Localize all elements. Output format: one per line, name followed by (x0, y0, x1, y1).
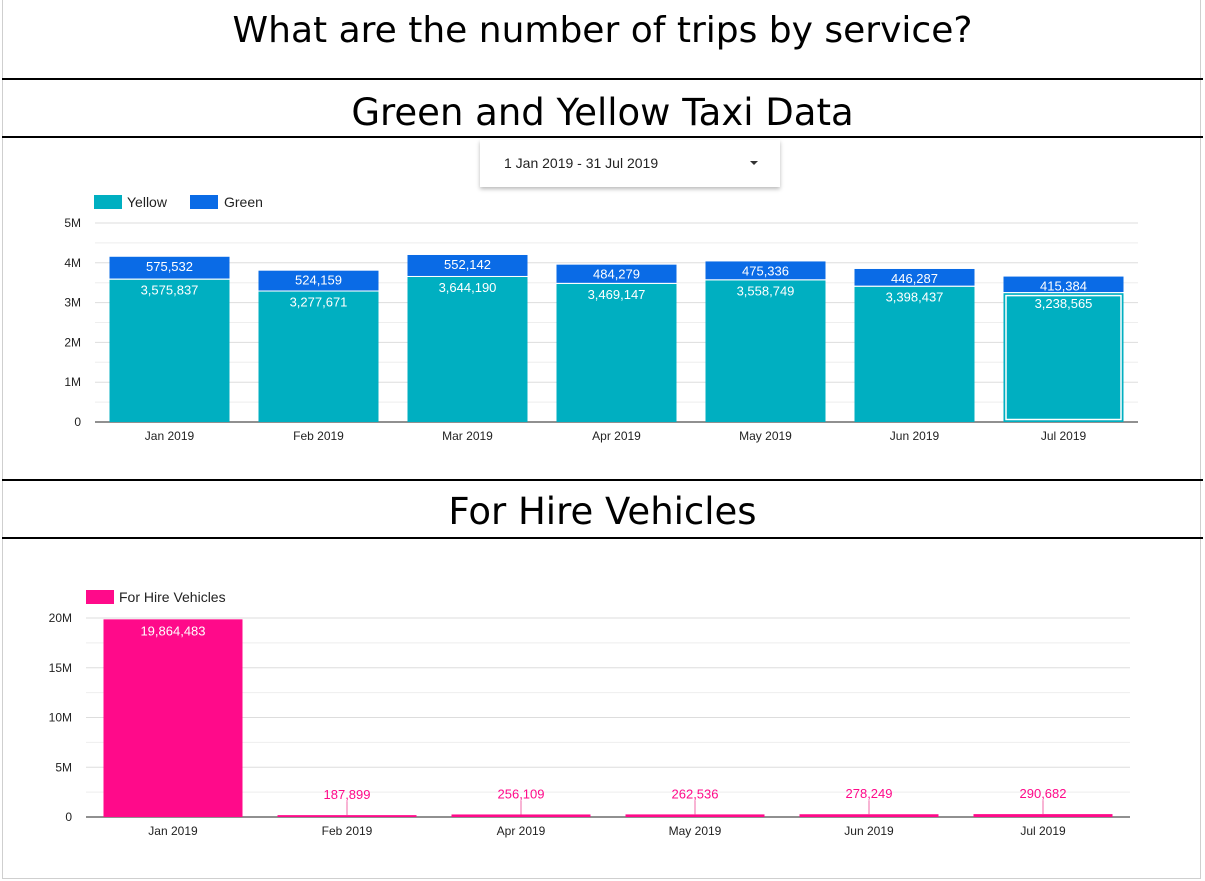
y-tick-label: 0 (74, 415, 81, 429)
y-tick-label: 0 (65, 810, 72, 824)
divider (2, 479, 1203, 481)
data-label-green: 484,279 (593, 267, 640, 282)
legend-swatch-yellow (94, 195, 122, 209)
x-tick-label: Jun 2019 (890, 429, 940, 443)
bar-highlight-outline (1005, 294, 1122, 421)
data-label-yellow: 3,238,565 (1035, 296, 1093, 311)
y-tick-label: 15M (49, 661, 72, 675)
divider (2, 136, 1203, 138)
date-range-picker[interactable]: 1 Jan 2019 - 31 Jul 2019 (480, 140, 780, 187)
x-tick-label: Feb 2019 (322, 824, 373, 838)
data-label-yellow: 3,558,749 (737, 283, 795, 298)
data-label-yellow: 3,398,437 (886, 290, 944, 305)
data-label-fhv: 262,536 (672, 786, 719, 801)
x-tick-label: May 2019 (669, 824, 722, 838)
x-tick-label: Jan 2019 (148, 824, 198, 838)
y-tick-label: 10M (49, 711, 72, 725)
data-label-green: 415,384 (1040, 279, 1087, 294)
divider (2, 537, 1203, 539)
section-title-taxi: Green and Yellow Taxi Data (351, 91, 854, 134)
x-tick-label: Apr 2019 (592, 429, 641, 443)
bar-green-mar-2019 (407, 254, 528, 276)
bar-yellow-apr-2019 (556, 283, 677, 422)
section-title-fhv: For Hire Vehicles (448, 490, 757, 533)
x-tick-label: May 2019 (739, 429, 792, 443)
legend-label-fhv: For Hire Vehicles (119, 589, 226, 605)
bar-fhv-apr-2019 (451, 814, 591, 817)
legend-swatch-fhv (86, 590, 114, 604)
legend-swatch-green (190, 195, 218, 209)
data-label-fhv: 19,864,483 (140, 623, 205, 638)
data-label-fhv: 187,899 (324, 787, 371, 802)
data-label-fhv: 278,249 (846, 786, 893, 801)
bar-fhv-jul-2019 (973, 814, 1113, 817)
x-tick-label: Jun 2019 (844, 824, 894, 838)
data-label-yellow: 3,469,147 (588, 287, 646, 302)
bar-green-apr-2019 (556, 264, 677, 283)
y-tick-label: 5M (55, 760, 72, 774)
bar-fhv-may-2019 (625, 814, 765, 817)
data-label-green: 524,159 (295, 273, 342, 288)
bar-yellow-jan-2019 (109, 279, 230, 422)
bar-yellow-may-2019 (705, 280, 826, 422)
bar-yellow-jun-2019 (854, 286, 975, 422)
data-label-green: 575,532 (146, 259, 193, 274)
data-label-yellow: 3,575,837 (141, 283, 199, 298)
x-tick-label: Mar 2019 (442, 429, 493, 443)
data-label-yellow: 3,644,190 (439, 280, 497, 295)
y-tick-label: 4M (64, 256, 81, 270)
y-tick-label: 5M (64, 216, 81, 230)
bar-green-feb-2019 (258, 270, 379, 291)
bar-green-jul-2019 (1003, 276, 1124, 293)
bar-green-may-2019 (705, 261, 826, 280)
data-label-fhv: 290,682 (1020, 786, 1067, 801)
x-tick-label: Feb 2019 (293, 429, 344, 443)
bar-green-jan-2019 (109, 256, 230, 279)
data-label-green: 552,142 (444, 257, 491, 272)
y-tick-label: 2M (64, 335, 81, 349)
data-label-green: 446,287 (891, 271, 938, 286)
y-tick-label: 1M (64, 375, 81, 389)
page-title: What are the number of trips by service? (232, 10, 973, 51)
x-tick-label: Jul 2019 (1041, 429, 1087, 443)
x-tick-label: Jul 2019 (1020, 824, 1066, 838)
bar-fhv-feb-2019 (277, 815, 417, 817)
legend-label-yellow: Yellow (127, 194, 168, 210)
x-tick-label: Apr 2019 (497, 824, 546, 838)
chevron-down-icon (750, 161, 758, 165)
data-label-fhv: 256,109 (498, 786, 545, 801)
data-label-green: 475,336 (742, 263, 789, 278)
bar-yellow-mar-2019 (407, 276, 528, 422)
date-range-value: 1 Jan 2019 - 31 Jul 2019 (504, 155, 659, 171)
y-tick-label: 3M (64, 296, 81, 310)
bar-yellow-feb-2019 (258, 291, 379, 422)
bar-green-jun-2019 (854, 268, 975, 286)
divider (2, 78, 1203, 80)
data-label-yellow: 3,277,671 (290, 295, 348, 310)
x-tick-label: Jan 2019 (145, 429, 195, 443)
bar-yellow-jul-2019 (1003, 293, 1124, 422)
bar-fhv-jun-2019 (799, 814, 939, 817)
legend-label-green: Green (224, 194, 263, 210)
bar-fhv-jan-2019 (103, 619, 243, 817)
y-tick-label: 20M (49, 611, 72, 625)
